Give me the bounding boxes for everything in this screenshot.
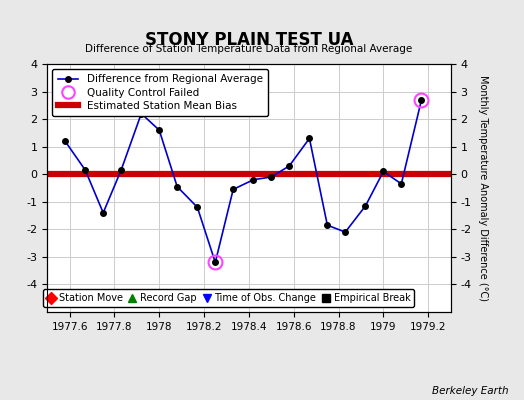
Title: STONY PLAIN TEST UA: STONY PLAIN TEST UA xyxy=(145,30,353,48)
Text: Difference of Station Temperature Data from Regional Average: Difference of Station Temperature Data f… xyxy=(85,44,412,54)
Text: Berkeley Earth: Berkeley Earth xyxy=(432,386,508,396)
Y-axis label: Monthly Temperature Anomaly Difference (°C): Monthly Temperature Anomaly Difference (… xyxy=(478,75,488,301)
Legend: Station Move, Record Gap, Time of Obs. Change, Empirical Break: Station Move, Record Gap, Time of Obs. C… xyxy=(43,289,414,307)
